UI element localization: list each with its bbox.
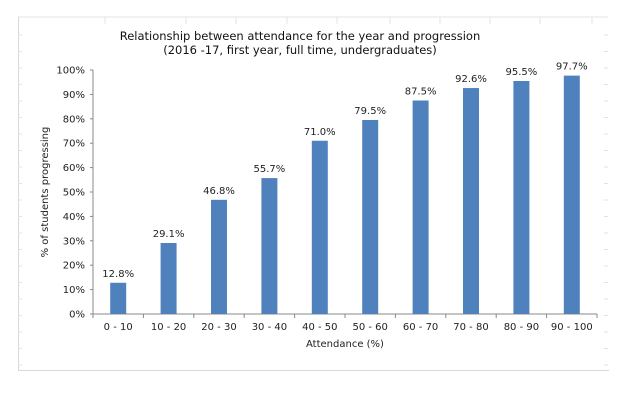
data-label: 95.5% bbox=[506, 67, 538, 78]
x-tick-label: 0 - 10 bbox=[104, 322, 133, 333]
bar bbox=[563, 75, 580, 314]
y-tick-label: 80% bbox=[63, 114, 85, 125]
chart-title: Relationship between attendance for the … bbox=[120, 29, 481, 43]
x-tick-label: 10 - 20 bbox=[151, 322, 186, 333]
bar bbox=[261, 178, 278, 314]
y-tick-label: 90% bbox=[63, 90, 85, 101]
x-axis-label: Attendance (%) bbox=[306, 339, 384, 350]
data-label: 55.7% bbox=[254, 164, 286, 175]
y-tick-label: 20% bbox=[63, 261, 85, 272]
y-tick-label: 30% bbox=[63, 236, 85, 247]
bar bbox=[513, 80, 530, 314]
x-tick-label: 90 - 100 bbox=[551, 322, 593, 333]
data-label: 12.8% bbox=[102, 269, 134, 280]
data-label: 79.5% bbox=[354, 106, 386, 117]
x-tick-label: 50 - 60 bbox=[352, 322, 387, 333]
bar bbox=[311, 140, 328, 314]
y-axis-label: % of students progressing bbox=[40, 127, 51, 258]
x-tick-label: 70 - 80 bbox=[453, 322, 488, 333]
y-tick-label: 70% bbox=[63, 139, 85, 150]
y-tick-label: 10% bbox=[63, 285, 85, 296]
data-label: 46.8% bbox=[203, 186, 235, 197]
data-label: 87.5% bbox=[405, 87, 437, 98]
data-label: 29.1% bbox=[153, 229, 185, 240]
y-tick-label: 40% bbox=[63, 212, 85, 223]
bar bbox=[211, 199, 227, 314]
chart-subtitle: (2016 -17, first year, full time, underg… bbox=[163, 43, 437, 57]
y-tick-label: 50% bbox=[63, 188, 85, 199]
bar bbox=[463, 88, 479, 314]
bar bbox=[412, 100, 429, 314]
x-tick-label: 40 - 50 bbox=[302, 322, 337, 333]
x-tick-label: 60 - 70 bbox=[403, 322, 438, 333]
y-tick-label: 60% bbox=[63, 163, 85, 174]
bar bbox=[362, 120, 379, 315]
bar bbox=[160, 242, 177, 314]
data-label: 92.6% bbox=[455, 74, 487, 85]
spreadsheet-frame bbox=[18, 17, 609, 371]
data-label: 97.7% bbox=[556, 62, 588, 73]
x-tick-label: 30 - 40 bbox=[252, 322, 287, 333]
data-label: 71.0% bbox=[304, 127, 336, 138]
y-tick-label: 100% bbox=[56, 66, 85, 77]
x-tick-label: 80 - 90 bbox=[504, 322, 539, 333]
x-tick-label: 20 - 30 bbox=[201, 322, 236, 333]
y-tick-label: 0% bbox=[69, 310, 85, 321]
sheet-gridlines bbox=[18, 16, 608, 366]
bar bbox=[110, 282, 127, 314]
